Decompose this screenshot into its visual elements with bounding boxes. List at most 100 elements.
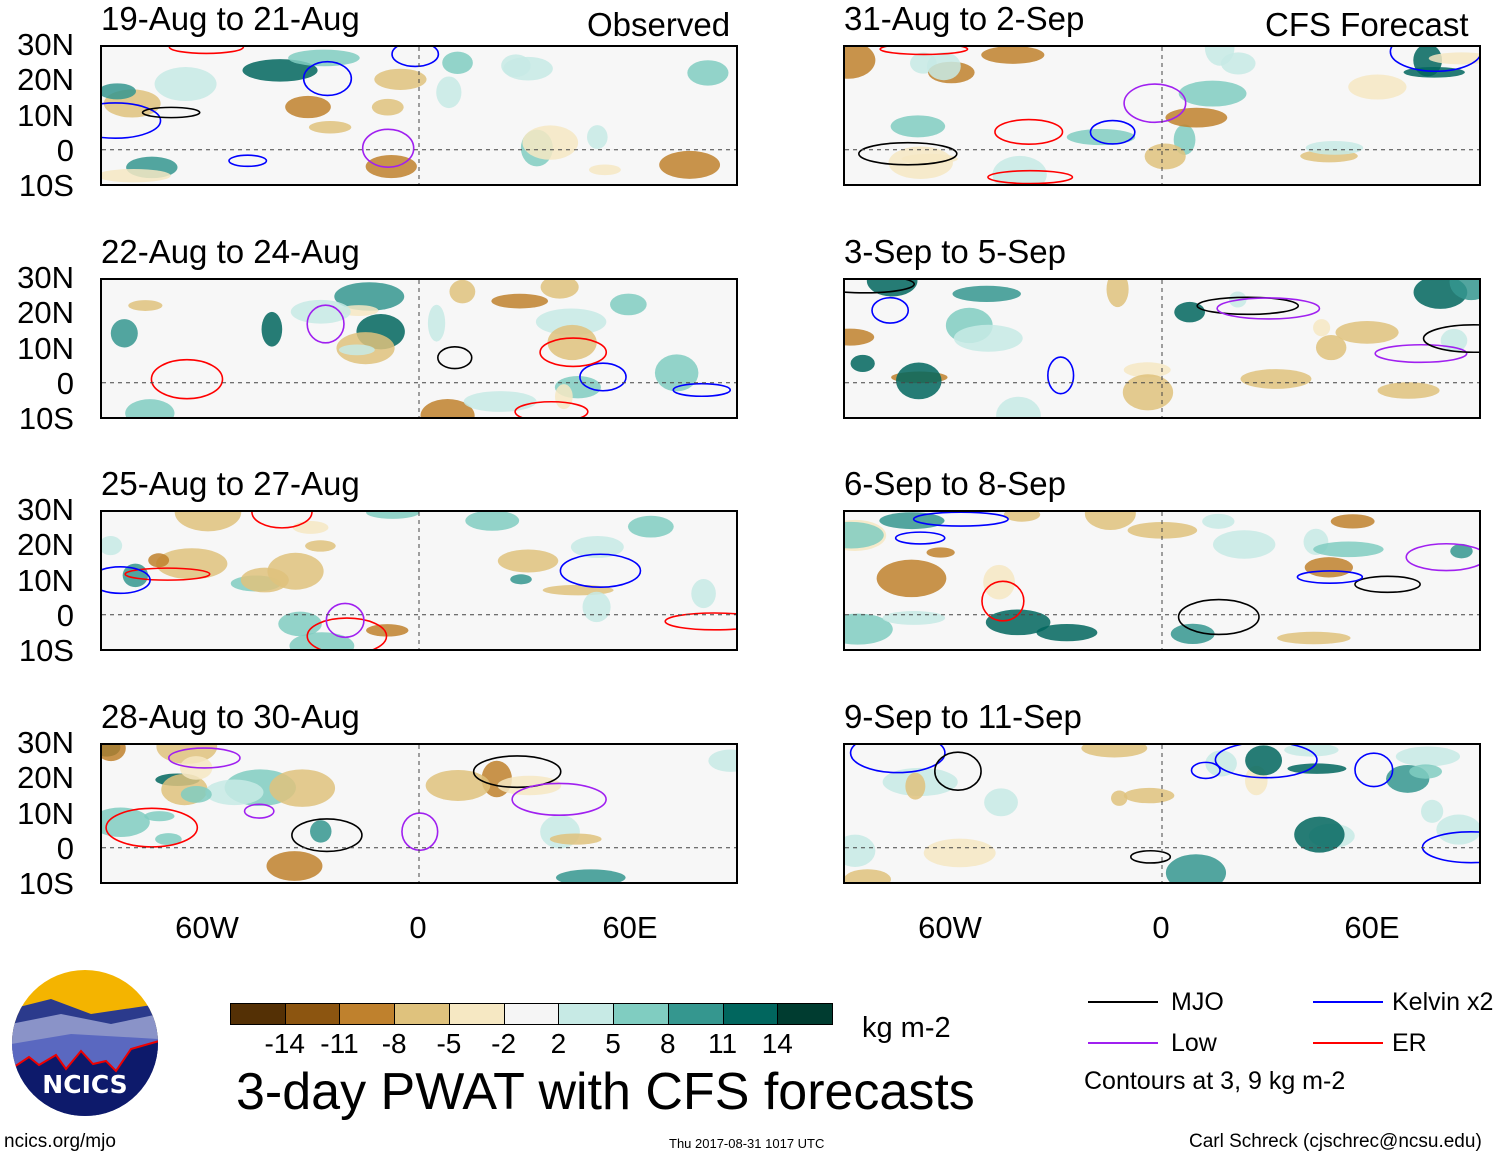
colorbar-tick-label: -8 [381,1028,407,1059]
map-panel-observed-1 [100,278,738,419]
wave-contour [1422,323,1479,354]
map-panel-observed-3 [100,743,738,884]
pwat-anomaly-blob [588,164,621,176]
pwat-anomaly-blob [555,869,626,882]
pwat-anomaly-blob [155,833,182,846]
pwat-anomaly-blob [540,280,579,299]
pwat-anomaly-blob [845,521,884,549]
pwat-anomaly-blob [310,820,332,843]
pwat-anomaly-blob [292,521,329,534]
wave-contour [858,141,958,166]
wave-contour [251,512,313,529]
map-panel-forecast-1 [843,278,1481,419]
lon-label: 60W [918,910,982,945]
pwat-anomaly-blob [102,83,136,100]
pwat-anomaly-blob [1081,745,1148,758]
pwat-anomaly-blob [1036,623,1098,642]
lat-label: 0 [56,597,74,633]
pwat-anomaly-blob [288,49,360,67]
pwat-anomaly-blob [985,609,1051,636]
wave-contour [912,512,1009,527]
pwat-anomaly-blob [174,512,242,532]
map-panel-forecast-3 [843,743,1481,884]
lat-label: 10S [18,401,74,437]
pwat-anomaly-blob [501,54,531,77]
pwat-anomaly-blob [1212,530,1276,559]
colorbar-swatch [613,1003,669,1025]
lat-label: 10S [18,168,74,204]
pwat-anomaly-blob [627,515,674,538]
panel-title: 6-Sep to 8-Sep [844,465,1066,502]
legend-line-kelvin [1313,1001,1383,1003]
pwat-anomaly-blob [1174,301,1206,323]
wave-contour [879,47,969,56]
pwat-anomaly-blob [1123,787,1175,804]
pwat-anomaly-blob [144,811,175,822]
pwat-anomaly-blob [1436,814,1479,845]
wave-contour [302,60,353,97]
footer-url[interactable]: ncics.org/mjo [4,1131,116,1152]
pwat-anomaly-blob [1395,746,1461,767]
lat-label: 30N [17,27,74,62]
wave-contour [1421,831,1479,864]
lon-label: 60E [602,910,658,945]
pwat-anomaly-blob [510,574,532,585]
wave-contour [1296,570,1364,584]
wave-contour [437,346,473,370]
legend-label-er: ER [1392,1029,1427,1057]
wave-contour [994,118,1064,145]
lat-label: 30N [17,725,74,760]
colorbar-tick-label: 8 [660,1028,676,1059]
timestamp: Thu 2017-08-31 1017 UTC [669,1136,825,1151]
colorbar-swatch [394,1003,450,1025]
wave-contour [1354,752,1394,788]
pwat-anomaly-blob [953,324,1023,352]
pwat-anomaly-blob [102,536,123,556]
colorbar-swatch [230,1003,286,1025]
lon-label: 0 [409,910,427,945]
pwat-anomaly-blob [205,779,264,806]
wave-contour [124,567,211,581]
pwat-anomaly-blob [1106,280,1129,308]
panel-title: 28-Aug to 30-Aug [101,698,360,735]
pwat-anomaly-blob [465,512,520,531]
pwat-anomaly-blob [654,354,699,392]
panel-title: 3-Sep to 5-Sep [844,233,1066,270]
wave-contour [1177,598,1260,636]
pwat-anomaly-blob [436,76,462,109]
panel-title: 25-Aug to 27-Aug [101,465,360,502]
forecast-label: CFS Forecast [1265,6,1469,43]
legend-line-mjo [1088,1001,1158,1003]
pwat-anomaly-blob [845,47,876,79]
pwat-anomaly-blob [1277,631,1351,645]
lat-label: 20N [17,527,74,563]
lat-label: 30N [17,492,74,527]
wave-contour [228,154,268,168]
wave-contour [514,400,589,417]
pwat-anomaly-blob [156,548,228,580]
pwat-anomaly-blob [1305,141,1364,155]
map-panel-forecast-0 [843,45,1481,186]
colorbar-tick-label: 5 [605,1028,621,1059]
colorbar-tick-label: -11 [320,1028,359,1059]
lat-label: 10N [17,562,74,598]
wave-contour [102,566,151,595]
pwat-anomaly-blob [1170,623,1215,644]
pwat-anomaly-blob [1450,543,1473,559]
pwat-anomaly-blob [366,512,420,519]
pwat-anomaly-blob [1205,750,1237,777]
lat-label: 20N [17,760,74,796]
lat-label: 20N [17,62,74,98]
pwat-anomaly-blob [1304,557,1353,578]
pwat-anomaly-blob [1335,320,1399,344]
pwat-anomaly-blob [491,293,549,309]
lat-label: 10N [17,97,74,133]
wave-contour [361,128,415,168]
legend-line-er [1313,1042,1383,1044]
pwat-anomaly-blob [125,399,175,417]
pwat-anomaly-blob [876,559,947,598]
lat-label: 10N [17,795,74,831]
pwat-anomaly-blob [547,324,597,361]
lat-label: 10S [18,866,74,902]
